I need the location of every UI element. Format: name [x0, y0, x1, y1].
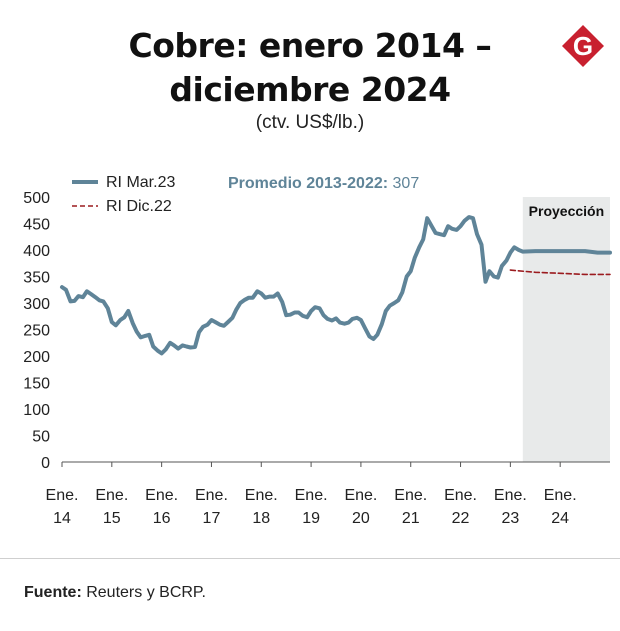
- chart-title: Cobre: enero 2014 – diciembre 2024: [0, 24, 620, 112]
- x-tick-label-month: Ene.: [544, 487, 577, 504]
- x-tick-label-month: Ene.: [245, 487, 278, 504]
- y-tick-label: 100: [23, 402, 50, 419]
- x-tick-label-year: 23: [501, 510, 519, 527]
- chart-subtitle: (ctv. US$/lb.): [255, 112, 365, 133]
- x-tick-label-year: 16: [153, 510, 171, 527]
- x-tick-label-month: Ene.: [394, 487, 427, 504]
- logo-diamond: [562, 25, 604, 67]
- x-tick-label-year: 21: [402, 510, 420, 527]
- x-tick-label-month: Ene.: [46, 487, 79, 504]
- x-tick-label-month: Ene.: [95, 487, 128, 504]
- y-tick-label: 50: [32, 429, 50, 446]
- source-text: Reuters y BCRP.: [81, 584, 206, 601]
- projection-label: Proyección: [529, 203, 604, 219]
- y-tick-label: 0: [41, 455, 50, 472]
- gestion-logo-icon: G: [562, 25, 604, 67]
- x-tick-label-year: 17: [203, 510, 221, 527]
- y-tick-label: 300: [23, 296, 50, 313]
- y-tick-label: 500: [23, 190, 50, 207]
- average-value: 307: [393, 175, 420, 192]
- x-tick-label-year: 19: [302, 510, 320, 527]
- x-tick-label-month: Ene.: [295, 487, 328, 504]
- series-line-2: [509, 269, 611, 276]
- average-label: Promedio 2013-2022:: [228, 175, 393, 192]
- y-tick-label: 350: [23, 270, 50, 287]
- x-tick-label-year: 22: [452, 510, 470, 527]
- chart-title-line2: diciembre 2024: [169, 70, 451, 109]
- chart-title-line1: Cobre: enero 2014 –: [128, 26, 492, 65]
- x-tick-label-year: 18: [252, 510, 270, 527]
- footer-divider: [0, 558, 620, 559]
- y-tick-label: 150: [23, 376, 50, 393]
- x-tick-label-year: 24: [551, 510, 569, 527]
- projection-area: [522, 197, 610, 462]
- copper-price-chart: Proyección 0 50 100 150 200 250 300 350 400 450 500…: [23, 174, 612, 527]
- legend-label-1: RI Mar.23: [106, 174, 175, 191]
- x-tick-label-year: 15: [103, 510, 121, 527]
- source-label: Fuente:: [24, 584, 82, 601]
- y-tick-label: 200: [23, 349, 50, 366]
- x-tick-label-year: 14: [53, 510, 71, 527]
- average-annotation: Promedio 2013-2022: 307: [228, 175, 419, 192]
- y-tick-label: 250: [23, 323, 50, 340]
- logo-letter: G: [573, 31, 593, 61]
- source-note: Fuente: Reuters y BCRP.: [24, 584, 206, 602]
- x-tick-label-month: Ene.: [344, 487, 377, 504]
- y-tick-label: 400: [23, 243, 50, 260]
- x-tick-label-month: Ene.: [444, 487, 477, 504]
- legend-label-2: RI Dic.22: [106, 198, 172, 215]
- x-tick-label-month: Ene.: [195, 487, 228, 504]
- x-tick-label-month: Ene.: [145, 487, 178, 504]
- y-tick-label: 450: [23, 217, 50, 234]
- x-tick-label-month: Ene.: [494, 487, 527, 504]
- series-line-1: [60, 215, 612, 356]
- x-tick-label-year: 20: [352, 510, 370, 527]
